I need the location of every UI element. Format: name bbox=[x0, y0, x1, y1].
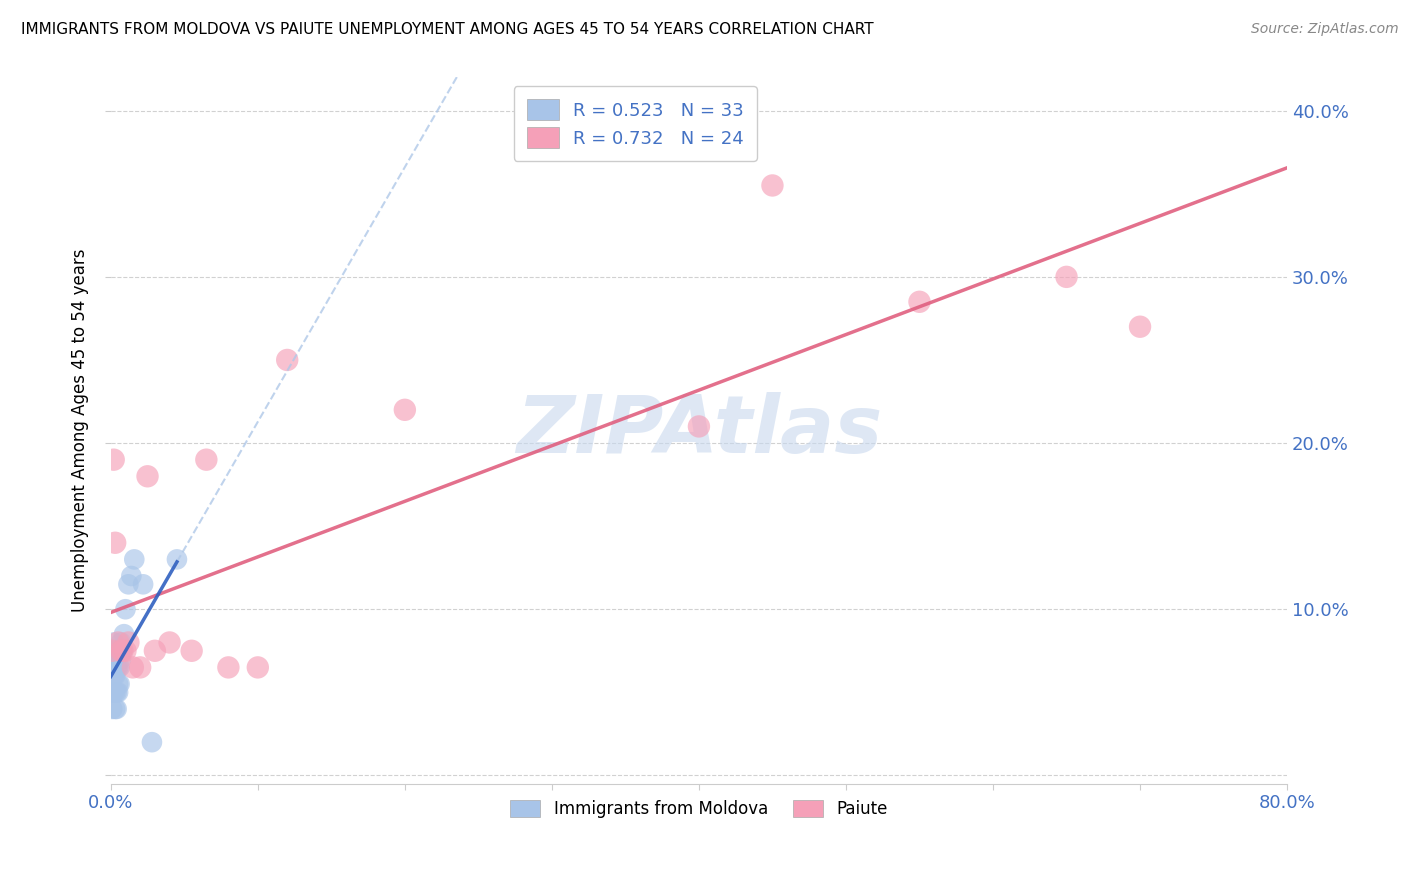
Y-axis label: Unemployment Among Ages 45 to 54 years: Unemployment Among Ages 45 to 54 years bbox=[72, 249, 89, 612]
Point bbox=[108, 677, 131, 691]
Point bbox=[107, 685, 129, 699]
Point bbox=[124, 552, 146, 566]
Point bbox=[117, 577, 139, 591]
Text: Source: ZipAtlas.com: Source: ZipAtlas.com bbox=[1251, 22, 1399, 37]
Point bbox=[101, 685, 124, 699]
Point bbox=[217, 660, 239, 674]
Legend: Immigrants from Moldova, Paiute: Immigrants from Moldova, Paiute bbox=[503, 793, 894, 825]
Point bbox=[104, 535, 127, 549]
Point bbox=[105, 702, 128, 716]
Point bbox=[110, 652, 132, 666]
Point bbox=[104, 644, 127, 658]
Point bbox=[110, 635, 132, 649]
Point bbox=[246, 660, 269, 674]
Point bbox=[101, 644, 124, 658]
Point bbox=[129, 660, 152, 674]
Point bbox=[107, 677, 129, 691]
Point bbox=[105, 644, 128, 658]
Point bbox=[103, 669, 125, 683]
Text: ZIPAtlas: ZIPAtlas bbox=[516, 392, 882, 469]
Point bbox=[107, 635, 129, 649]
Point bbox=[104, 669, 127, 683]
Point bbox=[105, 660, 128, 674]
Point bbox=[159, 635, 181, 649]
Point bbox=[114, 644, 136, 658]
Point bbox=[107, 644, 129, 658]
Point bbox=[180, 644, 202, 658]
Point bbox=[108, 660, 131, 674]
Point bbox=[136, 469, 159, 483]
Point bbox=[141, 735, 163, 749]
Point bbox=[1129, 319, 1152, 334]
Point bbox=[114, 602, 136, 616]
Point bbox=[103, 635, 125, 649]
Point bbox=[120, 569, 142, 583]
Point bbox=[117, 635, 139, 649]
Point bbox=[121, 660, 143, 674]
Point bbox=[103, 685, 125, 699]
Point bbox=[110, 644, 132, 658]
Point bbox=[166, 552, 188, 566]
Point bbox=[104, 702, 127, 716]
Point bbox=[101, 702, 124, 716]
Point bbox=[143, 644, 166, 658]
Point bbox=[104, 685, 127, 699]
Point bbox=[761, 178, 783, 193]
Point bbox=[195, 452, 218, 467]
Point bbox=[1056, 269, 1078, 284]
Point bbox=[112, 627, 135, 641]
Text: IMMIGRANTS FROM MOLDOVA VS PAIUTE UNEMPLOYMENT AMONG AGES 45 TO 54 YEARS CORRELA: IMMIGRANTS FROM MOLDOVA VS PAIUTE UNEMPL… bbox=[21, 22, 873, 37]
Point bbox=[111, 644, 134, 658]
Point bbox=[108, 644, 131, 658]
Point bbox=[908, 294, 931, 309]
Point bbox=[103, 652, 125, 666]
Point bbox=[101, 652, 124, 666]
Point bbox=[111, 644, 134, 658]
Point bbox=[394, 402, 416, 417]
Point bbox=[276, 353, 298, 368]
Point bbox=[103, 452, 125, 467]
Point bbox=[688, 419, 710, 434]
Point bbox=[107, 660, 129, 674]
Point bbox=[105, 685, 128, 699]
Point bbox=[132, 577, 155, 591]
